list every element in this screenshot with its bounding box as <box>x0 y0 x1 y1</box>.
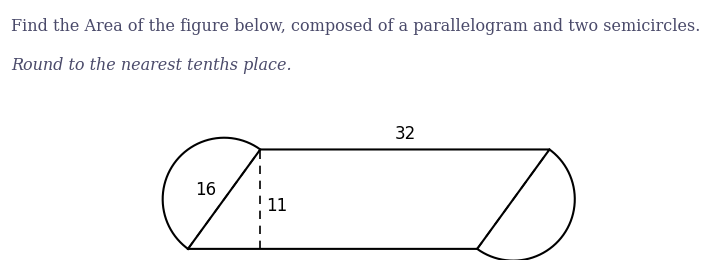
Text: 16: 16 <box>195 181 217 199</box>
Text: Round to the nearest tenths place.: Round to the nearest tenths place. <box>11 57 291 74</box>
Text: 32: 32 <box>394 125 416 143</box>
Text: 11: 11 <box>266 197 287 215</box>
Text: Find the Area of the figure below, composed of a parallelogram and two semicircl: Find the Area of the figure below, compo… <box>11 18 700 35</box>
